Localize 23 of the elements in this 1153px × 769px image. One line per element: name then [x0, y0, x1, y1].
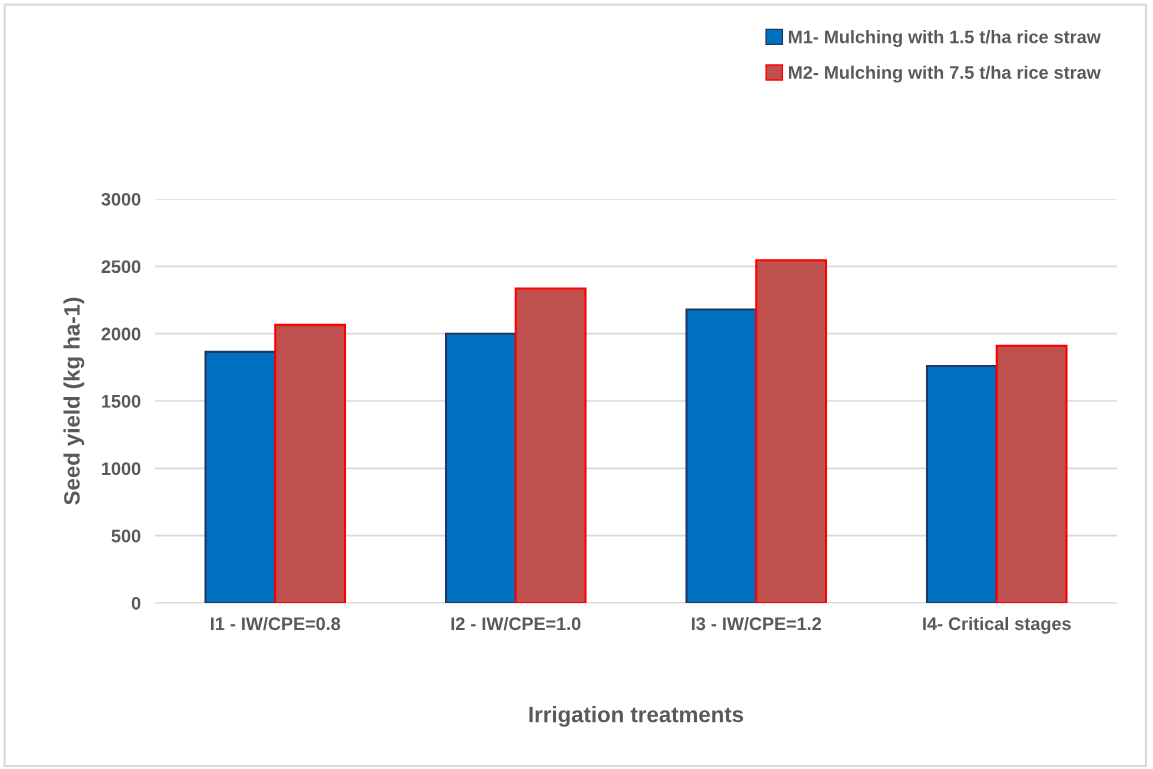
- x-tick-label: I4- Critical stages: [923, 616, 1071, 634]
- bar: [444, 332, 517, 603]
- y-tick-label: 2500: [101, 260, 141, 274]
- legend-label: M1- Mulching with 1.5 t/ha rice straw: [788, 30, 1101, 47]
- y-tick-label: 1000: [102, 462, 141, 476]
- x-axis-title: Irrigation treatments: [529, 706, 744, 727]
- bar: [685, 308, 758, 603]
- bar: [755, 259, 828, 603]
- y-tick-label: 2000: [101, 327, 141, 341]
- bar: [995, 344, 1068, 603]
- legend-label: M2- Mulching with 7.5 t/ha rice straw: [788, 65, 1101, 83]
- bar: [925, 364, 998, 603]
- y-tick-label: 0: [131, 596, 141, 610]
- bar: [204, 350, 277, 603]
- x-tick-label: I1 - IW/CPE=0.8: [210, 616, 341, 631]
- y-axis-title: Seed yield (kg ha-1): [63, 297, 85, 505]
- y-tick-label: 3000: [101, 192, 141, 206]
- y-tick-label: 1500: [102, 394, 141, 408]
- bar: [274, 323, 347, 603]
- y-tick-label: 500: [111, 529, 141, 543]
- bar: [514, 287, 587, 603]
- x-tick-label: I3 - IW/CPE=1.2: [691, 616, 821, 631]
- x-tick-label: I2 - IW/CPE=1.0: [451, 616, 581, 631]
